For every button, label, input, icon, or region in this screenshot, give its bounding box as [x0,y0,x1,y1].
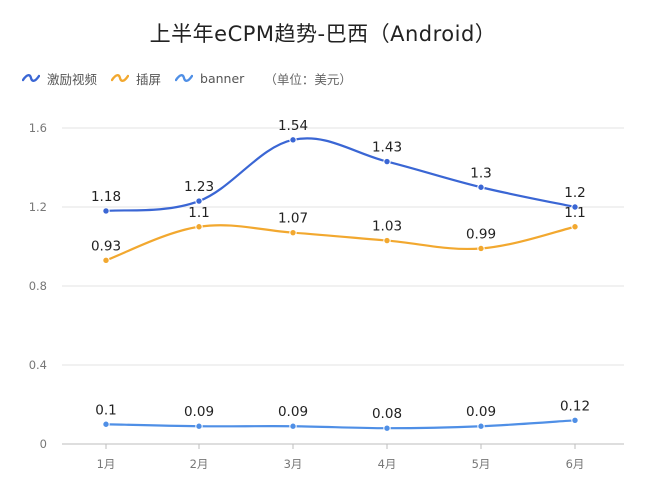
data-label-banner: 0.1 [95,402,116,418]
data-label-interstitial: 0.93 [91,238,121,254]
y-tick-label: 1.2 [29,200,47,214]
series-line-rewarded-video [105,137,576,213]
data-point-rewarded-video [195,197,203,205]
y-tick-label: 0.4 [29,358,47,372]
data-point-interstitial [195,223,203,231]
legend-label-banner: banner [200,70,245,86]
legend-item-banner[interactable]: banner [175,71,244,86]
data-label-banner: 0.08 [372,406,402,422]
legend-swatch-interstitial [111,74,130,82]
data-label-banner: 0.09 [466,404,496,420]
y-tick-label: 1.6 [29,121,47,135]
x-tick-label: 6月 [566,457,585,471]
legend-swatch-rewarded-video [22,74,40,82]
data-label-banner: 0.12 [560,398,590,414]
series-line-interstitial [105,224,576,262]
data-label-interstitial: 0.99 [466,226,496,242]
legend: 激励视频 插屏 banner （单位：美元） [22,67,352,89]
data-point-banner [383,424,391,432]
x-tick-label: 3月 [284,457,303,471]
data-point-banner [102,420,110,428]
data-point-rewarded-video [289,136,297,144]
legend-label-rewarded-video: 激励视频 [47,71,98,87]
legend-item-interstitial[interactable]: 插屏 [111,69,161,88]
data-label-rewarded-video: 1.3 [470,165,491,181]
data-point-interstitial [383,236,391,245]
data-point-interstitial [477,244,485,253]
data-label-interstitial: 1.1 [188,205,209,221]
data-point-banner [477,422,485,430]
legend-label-interstitial: 插屏 [136,71,162,87]
data-label-interstitial: 1.03 [372,219,402,235]
data-label-rewarded-video: 1.2 [564,185,585,201]
chart-title: 上半年eCPM趋势-巴西（Android） [149,22,497,46]
legend-item-rewarded-video[interactable]: 激励视频 [22,69,97,88]
x-tick-label: 1月 [97,457,116,471]
data-label-banner: 0.09 [184,404,214,420]
data-label-interstitial: 1.1 [564,205,585,221]
data-point-rewarded-video [102,207,110,215]
data-label-rewarded-video: 1.23 [184,179,214,195]
data-label-rewarded-video: 1.43 [372,140,402,156]
data-label-interstitial: 1.07 [278,211,308,227]
data-point-rewarded-video [383,157,391,166]
series-line-banner [105,419,576,430]
data-label-rewarded-video: 1.18 [91,189,121,205]
data-point-banner [571,416,579,424]
data-label-banner: 0.09 [278,404,308,420]
y-tick-label: 0 [40,437,47,451]
data-point-interstitial [102,256,110,265]
x-tick-label: 4月 [378,457,397,471]
data-point-banner [195,422,203,430]
data-point-banner [289,422,297,430]
data-label-rewarded-video: 1.54 [278,118,308,134]
x-tick-label: 2月 [190,457,209,471]
unit-note: （单位：美元） [264,71,352,87]
data-point-interstitial [571,223,579,231]
y-tick-label: 0.8 [29,279,47,293]
data-point-rewarded-video [477,183,485,191]
data-point-interstitial [289,228,297,237]
x-tick-label: 5月 [472,457,491,471]
legend-swatch-banner [175,74,194,82]
data-point-rewarded-video [571,203,579,211]
